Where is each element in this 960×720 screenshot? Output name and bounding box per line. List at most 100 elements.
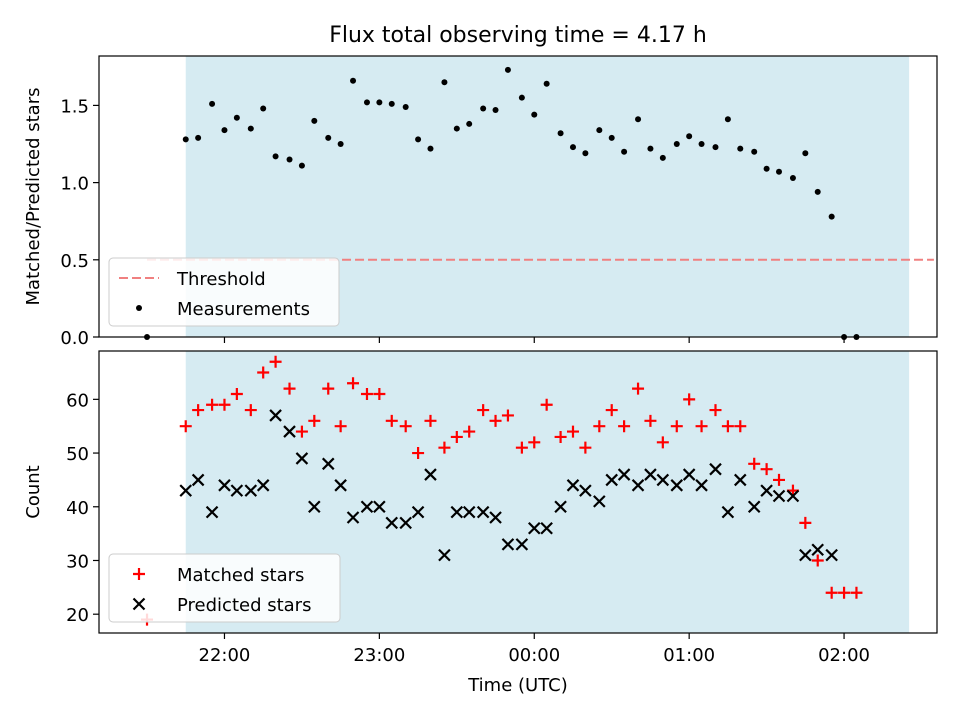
data-point <box>773 473 786 486</box>
data-point <box>182 136 189 143</box>
data-point <box>712 144 719 151</box>
data-point <box>644 468 657 481</box>
data-point <box>308 500 321 514</box>
data-point <box>579 484 592 497</box>
data-point <box>438 548 451 562</box>
data-point <box>411 505 425 519</box>
data-point <box>656 473 670 487</box>
data-point <box>295 425 308 438</box>
data-point <box>350 77 357 84</box>
data-point <box>734 473 747 487</box>
y-tick-label: 50 <box>66 444 89 465</box>
data-point <box>656 436 669 449</box>
data-point <box>772 489 786 503</box>
data-point <box>621 148 628 155</box>
data-point <box>385 516 399 530</box>
data-point <box>527 521 541 535</box>
data-point <box>424 468 437 481</box>
data-point <box>283 382 296 395</box>
data-point <box>673 141 680 148</box>
y-tick-label: 1.0 <box>60 174 89 195</box>
data-point <box>644 414 657 427</box>
data-point <box>209 100 216 107</box>
data-point <box>337 141 344 148</box>
data-point <box>682 468 696 481</box>
x-tick-label: 02:00 <box>818 645 870 666</box>
data-point <box>334 420 347 433</box>
data-point <box>489 511 502 524</box>
data-point <box>453 125 460 132</box>
data-point <box>373 387 386 400</box>
data-point <box>501 409 514 422</box>
legend-label: Matched stars <box>177 565 304 586</box>
legend-measurements-swatch <box>136 305 142 311</box>
data-point <box>554 500 567 514</box>
data-point <box>463 425 476 438</box>
data-point <box>195 134 202 141</box>
data-point <box>825 586 838 599</box>
data-point <box>659 154 666 161</box>
data-point <box>385 414 398 427</box>
data-point <box>825 548 838 562</box>
data-point <box>670 479 684 492</box>
data-point <box>828 213 835 220</box>
data-point <box>504 66 511 73</box>
y-tick-label: 40 <box>66 498 89 519</box>
data-point <box>376 99 383 106</box>
x-tick-label: 01:00 <box>663 645 715 666</box>
data-point <box>763 165 770 172</box>
data-point <box>635 116 642 123</box>
y-tick-label: 1.5 <box>60 96 89 117</box>
data-point <box>760 463 773 476</box>
data-point <box>569 144 576 151</box>
data-point <box>346 511 360 524</box>
data-point <box>424 414 437 427</box>
data-point <box>747 500 761 514</box>
data-point <box>776 168 783 175</box>
data-point <box>450 430 463 443</box>
data-point <box>596 127 603 134</box>
data-point <box>325 134 332 141</box>
data-point <box>489 414 502 427</box>
y-tick-label: 0.0 <box>60 328 89 349</box>
y-tick-label: 20 <box>66 605 89 626</box>
data-point <box>334 479 347 492</box>
data-point <box>531 111 538 118</box>
data-point <box>347 377 360 390</box>
data-point <box>230 387 243 400</box>
y-tick-label: 30 <box>66 551 89 572</box>
legend-label: Measurements <box>177 299 310 320</box>
data-point <box>566 479 580 492</box>
data-point <box>579 441 592 454</box>
data-point <box>415 136 422 143</box>
data-point <box>205 505 219 519</box>
data-point <box>566 425 579 438</box>
data-point <box>515 538 529 551</box>
data-point <box>799 516 812 529</box>
data-point <box>721 420 734 433</box>
data-point <box>373 500 386 514</box>
data-point <box>608 134 615 141</box>
x-tick-label: 22:00 <box>199 645 251 666</box>
axes-frame <box>98 55 938 338</box>
data-point <box>670 420 683 433</box>
data-point <box>360 387 373 400</box>
data-point <box>283 425 296 438</box>
data-point <box>695 479 708 492</box>
data-point <box>605 473 618 487</box>
legend-predicted-swatch <box>132 597 146 611</box>
data-point <box>593 420 606 433</box>
data-point <box>850 586 863 599</box>
data-point <box>751 148 758 155</box>
data-point <box>802 150 809 157</box>
data-point <box>476 505 490 519</box>
panel-1: 0.0 0.5 1.0 1.5 Matched/Predicted stars Thres… <box>23 55 938 349</box>
data-point <box>477 404 490 417</box>
data-point <box>492 107 499 114</box>
data-point <box>388 100 395 107</box>
data-point <box>244 484 258 497</box>
y-tick-label: 60 <box>66 390 89 411</box>
data-point <box>709 462 722 476</box>
data-point <box>402 103 409 110</box>
